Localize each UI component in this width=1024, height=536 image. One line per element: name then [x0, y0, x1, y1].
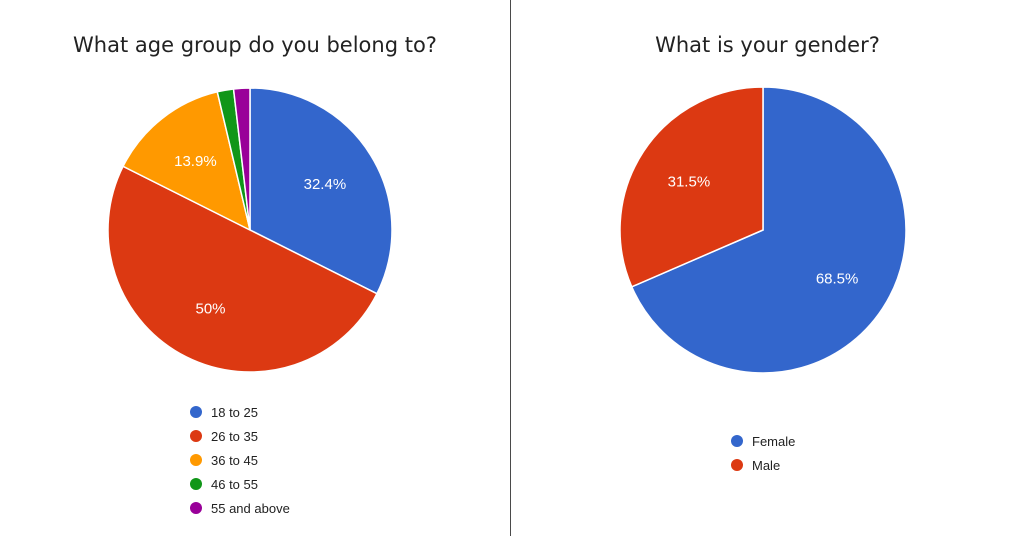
gender-chart: What is your gender? 68.5% 31.5% Female Ma… — [511, 0, 1024, 536]
legend-swatch — [190, 430, 202, 442]
pie-slice-55-and-above — [232, 87, 251, 231]
gender-pie: 68.5% 31.5% — [619, 86, 907, 374]
slice-label-36-to-45: 13.9% — [174, 153, 217, 170]
pie-slice-26-to-35 — [107, 165, 378, 373]
slice-label-18-to-25: 32.4% — [304, 176, 347, 193]
legend-item-36-to-45: 36 to 45 — [190, 448, 290, 472]
legend-swatch — [731, 435, 743, 447]
legend-swatch — [190, 454, 202, 466]
pie-slice-male — [619, 86, 764, 288]
slice-label-male: 31.5% — [668, 173, 711, 190]
age-group-chart: What age group do you belong to? 32.4% 50… — [0, 0, 510, 536]
panel-divider — [510, 0, 511, 536]
legend-item-male: Male — [731, 453, 795, 477]
legend-item-18-to-25: 18 to 25 — [190, 400, 290, 424]
age-pie: 32.4% 50% 13.9% — [107, 87, 393, 373]
slice-label-female: 68.5% — [816, 271, 859, 288]
legend-item-55-and-above: 55 and above — [190, 496, 290, 520]
gender-legend: Female Male — [731, 429, 795, 477]
age-chart-title: What age group do you belong to? — [73, 33, 437, 57]
pie-slice-36-to-45 — [122, 90, 252, 232]
pie-slice-18-to-25 — [249, 87, 393, 295]
legend-label: 46 to 55 — [211, 476, 258, 492]
gender-chart-title: What is your gender? — [655, 33, 880, 57]
legend-swatch — [731, 459, 743, 471]
legend-label: Female — [752, 433, 796, 449]
legend-swatch — [190, 478, 202, 490]
legend-label: 26 to 35 — [211, 428, 258, 444]
legend-swatch — [190, 502, 202, 514]
legend-swatch — [190, 406, 202, 418]
legend-item-female: Female — [731, 429, 795, 453]
pie-slice-female — [630, 86, 907, 374]
legend-label: 36 to 45 — [211, 452, 258, 468]
legend-label: 18 to 25 — [211, 404, 258, 420]
legend-label: 55 and above — [211, 500, 290, 516]
legend-label: Male — [752, 457, 781, 473]
slice-label-26-to-35: 50% — [195, 301, 225, 318]
legend-item-46-to-55: 46 to 55 — [190, 472, 290, 496]
legend-item-26-to-35: 26 to 35 — [190, 424, 290, 448]
age-legend: 18 to 25 26 to 35 36 to 45 46 to 55 55 and a… — [190, 400, 290, 520]
